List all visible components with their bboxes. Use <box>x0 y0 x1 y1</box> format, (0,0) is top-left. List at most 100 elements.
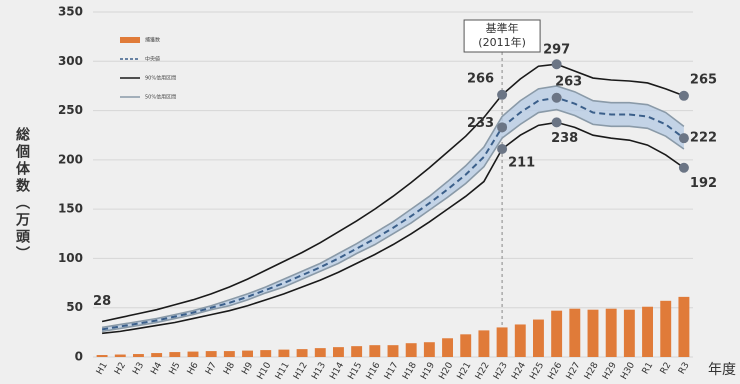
bar <box>260 350 272 357</box>
bar <box>478 330 490 357</box>
x-tick-label: H20 <box>438 361 456 382</box>
x-tick-label: H25 <box>528 361 546 382</box>
line <box>102 121 685 335</box>
annotation-label: 28 <box>93 294 111 309</box>
x-tick-label: H8 <box>222 361 237 377</box>
x-tick-label: H23 <box>492 361 510 382</box>
legend-label: 捕獲数 <box>145 37 160 44</box>
bar <box>660 300 672 357</box>
y-tick-label: 0 <box>75 350 83 364</box>
annotation-label: 265 <box>690 72 717 87</box>
reference-box <box>463 19 541 53</box>
bar <box>333 347 344 357</box>
y-tick-label: 100 <box>58 251 83 265</box>
annotation-label: 192 <box>690 176 717 191</box>
annotation-label: 297 <box>543 43 570 58</box>
bar <box>151 353 163 357</box>
x-tick-label: H29 <box>601 361 619 382</box>
legend-label: 50%信用区間 <box>145 94 176 101</box>
bar <box>460 334 472 357</box>
bar <box>169 352 181 357</box>
bar <box>133 354 144 357</box>
y-tick-label: 200 <box>58 152 83 166</box>
x-tick-label: H24 <box>510 361 528 382</box>
annotation-dot <box>551 59 562 70</box>
legend-label: 90%信用区間 <box>145 75 176 82</box>
bar <box>442 338 453 357</box>
legend-label: 中央値 <box>145 56 160 63</box>
x-tick-label: H30 <box>619 361 637 382</box>
x-tick-label: H22 <box>474 361 492 382</box>
credible-band <box>102 85 684 332</box>
bar <box>642 306 653 357</box>
bar <box>369 345 381 357</box>
bar <box>387 345 399 357</box>
annotation-label: 222 <box>690 131 717 146</box>
y-tick-label: 300 <box>58 54 83 68</box>
x-tick-label: H19 <box>419 361 437 382</box>
x-tick-label: H3 <box>131 361 146 377</box>
x-tick-label: H6 <box>186 361 201 377</box>
bar <box>278 349 290 357</box>
reference-label: 基準年 <box>486 21 519 35</box>
annotation-dot <box>678 133 689 144</box>
bar <box>314 348 326 357</box>
annotation-dot <box>497 144 508 155</box>
bar <box>242 350 253 357</box>
bar <box>623 309 635 357</box>
x-tick-label: H12 <box>292 361 310 382</box>
annotation-dot <box>551 92 562 103</box>
x-tick-label: H10 <box>256 361 274 382</box>
bar <box>533 319 544 357</box>
bar <box>496 327 508 357</box>
x-tick-label: H7 <box>204 361 219 377</box>
bar <box>569 308 581 357</box>
y-tick-label: 250 <box>58 103 83 117</box>
annotation-label: 233 <box>467 116 494 131</box>
x-tick-label: H11 <box>274 361 292 382</box>
bar <box>551 310 563 357</box>
reference-label: (2011年) <box>478 35 526 49</box>
bar <box>296 349 308 357</box>
x-axis-label: 年度 <box>708 362 736 378</box>
x-tick-label: R3 <box>677 361 692 376</box>
x-tick-label: H13 <box>310 361 328 382</box>
x-tick-label: H17 <box>383 361 401 382</box>
bar <box>678 296 690 357</box>
x-tick-label: H18 <box>401 361 419 382</box>
y-tick-label: 50 <box>66 300 83 314</box>
bar <box>223 351 235 357</box>
annotation-dot <box>678 162 689 173</box>
x-tick-label: H4 <box>149 361 164 377</box>
bar <box>205 351 217 357</box>
x-tick-label: R2 <box>659 361 674 376</box>
annotation-label: 266 <box>467 71 494 86</box>
bar <box>587 309 599 357</box>
bar <box>605 308 617 357</box>
annotation-dot <box>551 117 562 128</box>
x-tick-label: H15 <box>347 361 365 382</box>
x-tick-label: H5 <box>168 361 183 377</box>
y-tick-label: 150 <box>58 202 83 216</box>
bar <box>114 354 126 357</box>
line <box>101 108 685 333</box>
annotation-dot <box>678 90 689 101</box>
line <box>101 63 685 323</box>
y-tick-label: 350 <box>58 5 83 19</box>
legend-swatch <box>120 37 140 43</box>
line <box>101 96 685 331</box>
x-tick-label: H26 <box>547 361 565 382</box>
annotation-dot <box>497 122 508 133</box>
bar <box>405 343 417 357</box>
x-tick-label: H9 <box>240 361 255 377</box>
annotation-label: 211 <box>508 156 535 171</box>
x-tick-label: H1 <box>95 361 110 377</box>
bar <box>187 351 199 357</box>
x-tick-label: H2 <box>113 361 128 377</box>
bar <box>423 342 435 357</box>
annotation-label: 238 <box>551 131 578 146</box>
line <box>101 85 685 329</box>
y-axis-label: 総個体数（万頭） <box>14 126 31 263</box>
